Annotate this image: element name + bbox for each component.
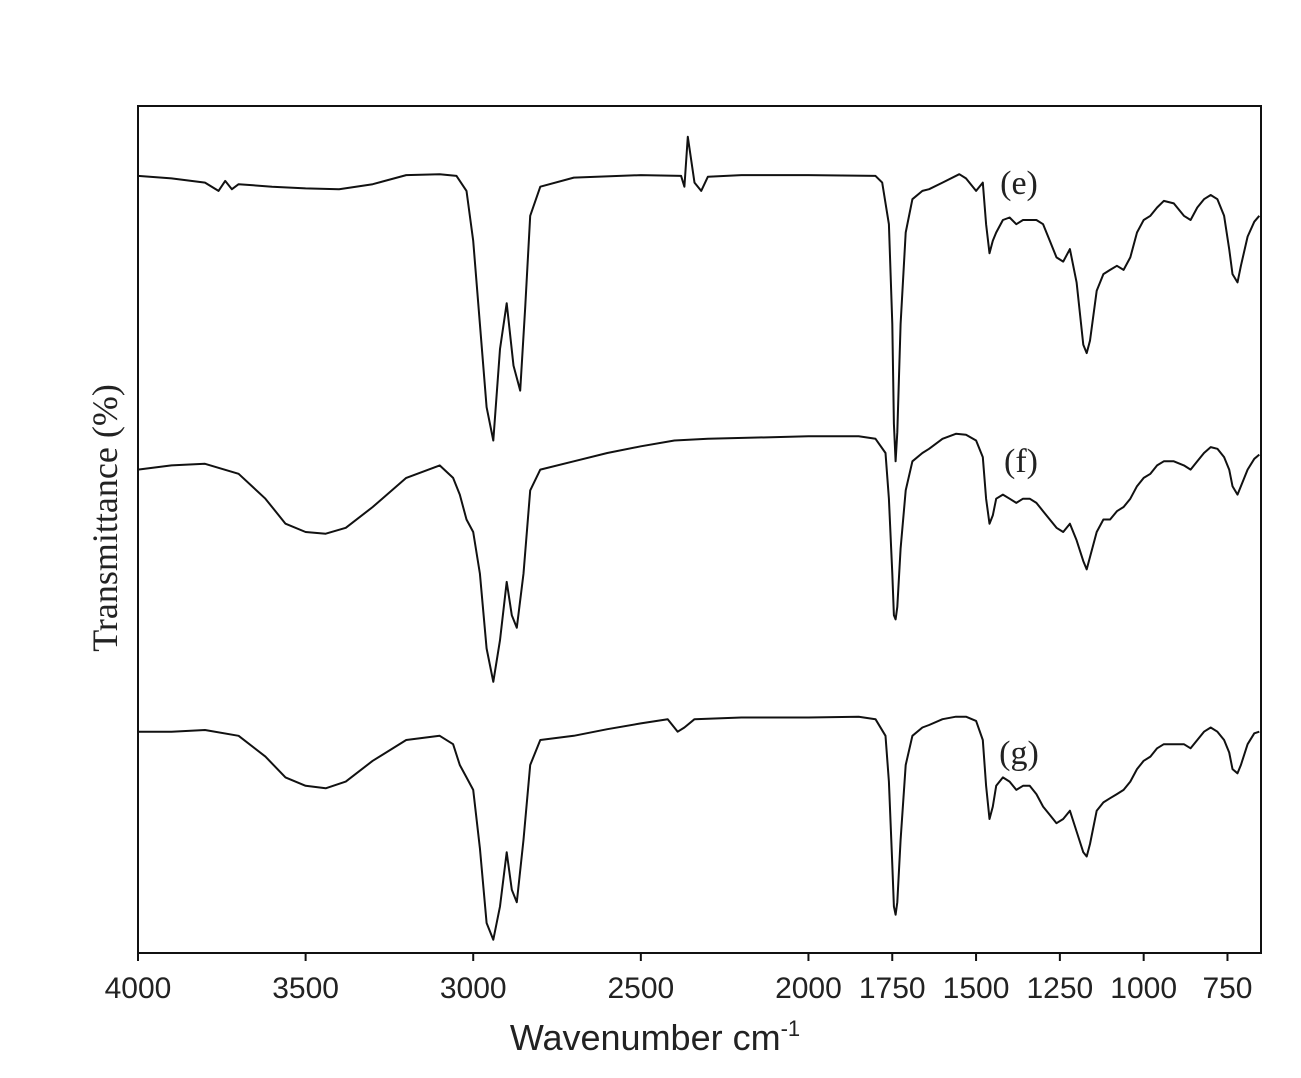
x-tick-label: 2500	[607, 972, 674, 1005]
x-axis-title: Wavenumber cm-1	[510, 1016, 800, 1058]
x-tick-label: 1500	[943, 972, 1010, 1005]
series-line-e	[137, 135, 1261, 463]
x-tick-label: 1250	[1026, 972, 1093, 1005]
spectra-group	[137, 135, 1261, 941]
x-tick-label: 4000	[105, 972, 172, 1005]
series-label-g: (g)	[999, 735, 1039, 772]
x-axis-ticks: 4000 3500 3000 2500 2000 1750 1500 1250 1000 750	[105, 953, 1253, 1005]
curve-labels: (e) (f) (g)	[999, 165, 1039, 772]
x-axis-title-superscript: -1	[781, 1016, 801, 1041]
x-tick-label: 750	[1202, 972, 1252, 1005]
x-tick-label: 1000	[1110, 972, 1177, 1005]
x-tick-label: 2000	[775, 972, 842, 1005]
series-label-f: (f)	[1004, 443, 1038, 480]
x-tick-label: 1750	[859, 972, 926, 1005]
x-tick-label: 3500	[272, 972, 339, 1005]
series-line-g	[138, 715, 1260, 941]
series-label-e: (e)	[1000, 165, 1038, 202]
series-line-f	[137, 432, 1260, 683]
x-tick-label: 3000	[440, 972, 507, 1005]
x-axis-title-text: Wavenumber cm	[510, 1017, 781, 1058]
plot-frame	[137, 105, 1262, 954]
y-axis-title: Transmittance (%)	[85, 384, 125, 652]
